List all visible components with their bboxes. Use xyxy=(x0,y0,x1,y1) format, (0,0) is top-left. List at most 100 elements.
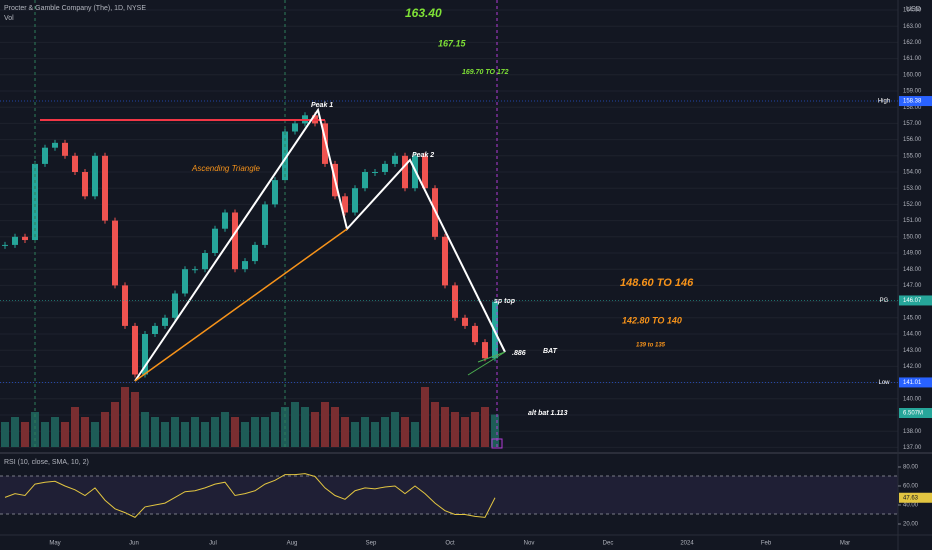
price-tick-label: 143.00 xyxy=(903,348,922,354)
price-tick-label: 138.00 xyxy=(903,429,922,435)
price-tick-label: 164.00 xyxy=(903,8,922,14)
vol-label: Vol xyxy=(4,15,14,22)
annotation: 139 to 135 xyxy=(636,343,666,349)
annotation: Ascending Triangle xyxy=(191,164,260,173)
price-tick-label: 161.00 xyxy=(903,56,922,62)
volume-bar xyxy=(31,412,39,447)
volume-bar xyxy=(231,417,239,447)
volume-bar xyxy=(461,417,469,447)
annotation: alt bat 1.113 xyxy=(528,410,568,417)
currency: USD xyxy=(906,6,921,13)
volume-bars xyxy=(1,387,499,447)
candle xyxy=(62,142,68,156)
price-tag-name: Low xyxy=(878,380,890,386)
candle xyxy=(282,131,288,181)
price-tick-label: 154.00 xyxy=(903,170,922,176)
candle xyxy=(382,163,388,172)
volume-bar xyxy=(311,412,319,447)
rsi-line xyxy=(4,473,496,518)
candle xyxy=(482,342,488,359)
time-label: Nov xyxy=(524,541,535,547)
price-tick-label: 156.00 xyxy=(903,137,922,143)
volume-bar xyxy=(431,402,439,447)
triangle-support xyxy=(134,228,348,382)
volume-bar xyxy=(331,407,339,447)
candle xyxy=(222,212,228,229)
volume-bar xyxy=(251,417,259,447)
price-tick-label: 151.00 xyxy=(903,218,922,224)
volume-bar xyxy=(171,417,179,447)
price-tick-label: 149.00 xyxy=(903,251,922,257)
volume-bar xyxy=(421,387,429,447)
candle xyxy=(392,155,398,164)
volume-bar xyxy=(121,387,129,447)
volume-bar xyxy=(301,407,309,447)
volume-bar xyxy=(261,417,269,447)
price-tag xyxy=(899,96,932,107)
volume-bar xyxy=(81,417,89,447)
volume-bar xyxy=(401,417,409,447)
volume-bar xyxy=(91,422,99,447)
price-tick-label: 150.00 xyxy=(903,234,922,240)
volume-bar xyxy=(211,417,219,447)
price-tick-label: 140.00 xyxy=(903,396,922,402)
rsi-tag xyxy=(899,492,932,503)
candle xyxy=(52,142,58,148)
volume-bar xyxy=(181,422,189,447)
volume-bar xyxy=(481,407,489,447)
volume-bar xyxy=(471,412,479,447)
volume-bar xyxy=(381,417,389,447)
rsi-tick-label: 20.00 xyxy=(903,522,919,528)
price-tick-label: 137.00 xyxy=(903,445,922,451)
annotation: BAT xyxy=(543,348,558,355)
candles xyxy=(2,112,498,378)
volume-tag xyxy=(899,408,932,418)
candle xyxy=(262,204,268,245)
candle xyxy=(2,244,8,246)
price-tick-label: 153.00 xyxy=(903,186,922,192)
candle xyxy=(352,188,358,213)
price-tick-label: 162.00 xyxy=(903,40,922,46)
rsi-tick-label: 60.00 xyxy=(903,484,919,490)
candle xyxy=(322,123,328,164)
symbol-title: Procter & Gamble Company (The), 1D, NYSE xyxy=(4,5,146,12)
candle xyxy=(122,285,128,326)
time-label: Feb xyxy=(761,541,772,547)
price-tag-value: 158.38 xyxy=(903,99,922,105)
candle xyxy=(12,236,18,245)
price-tag-value: 141.01 xyxy=(903,380,922,386)
candle xyxy=(342,196,348,213)
candle xyxy=(172,293,178,318)
time-label: Mar xyxy=(840,541,850,547)
candle xyxy=(162,317,168,326)
volume-bar xyxy=(141,412,149,447)
candle xyxy=(42,147,48,164)
annotation: .886 xyxy=(512,350,526,357)
annotation: 148.60 TO 146 xyxy=(620,277,694,289)
price-tick-label: 158.00 xyxy=(903,105,922,111)
volume-bar xyxy=(71,407,79,447)
price-tick-label: 144.00 xyxy=(903,332,922,338)
time-label: Sep xyxy=(366,541,377,547)
candle xyxy=(202,253,208,270)
candle xyxy=(232,212,238,270)
price-tick-label: 157.00 xyxy=(903,121,922,127)
price-tick-label: 160.00 xyxy=(903,72,922,78)
candle xyxy=(192,269,198,271)
price-tick-label: 155.00 xyxy=(903,153,922,159)
volume-bar xyxy=(161,422,169,447)
candle xyxy=(142,334,148,375)
candle xyxy=(132,325,138,375)
candle xyxy=(72,155,78,172)
candle xyxy=(272,180,278,205)
volume-bar xyxy=(361,417,369,447)
time-label: Jun xyxy=(129,541,139,547)
time-label: 2024 xyxy=(680,541,694,547)
annotation: sp top xyxy=(494,298,516,305)
time-label: May xyxy=(49,541,60,547)
price-tick-label: 145.00 xyxy=(903,315,922,321)
volume-bar xyxy=(371,422,379,447)
candle xyxy=(152,325,158,334)
time-label: Oct xyxy=(445,541,455,547)
volume-bar xyxy=(451,412,459,447)
